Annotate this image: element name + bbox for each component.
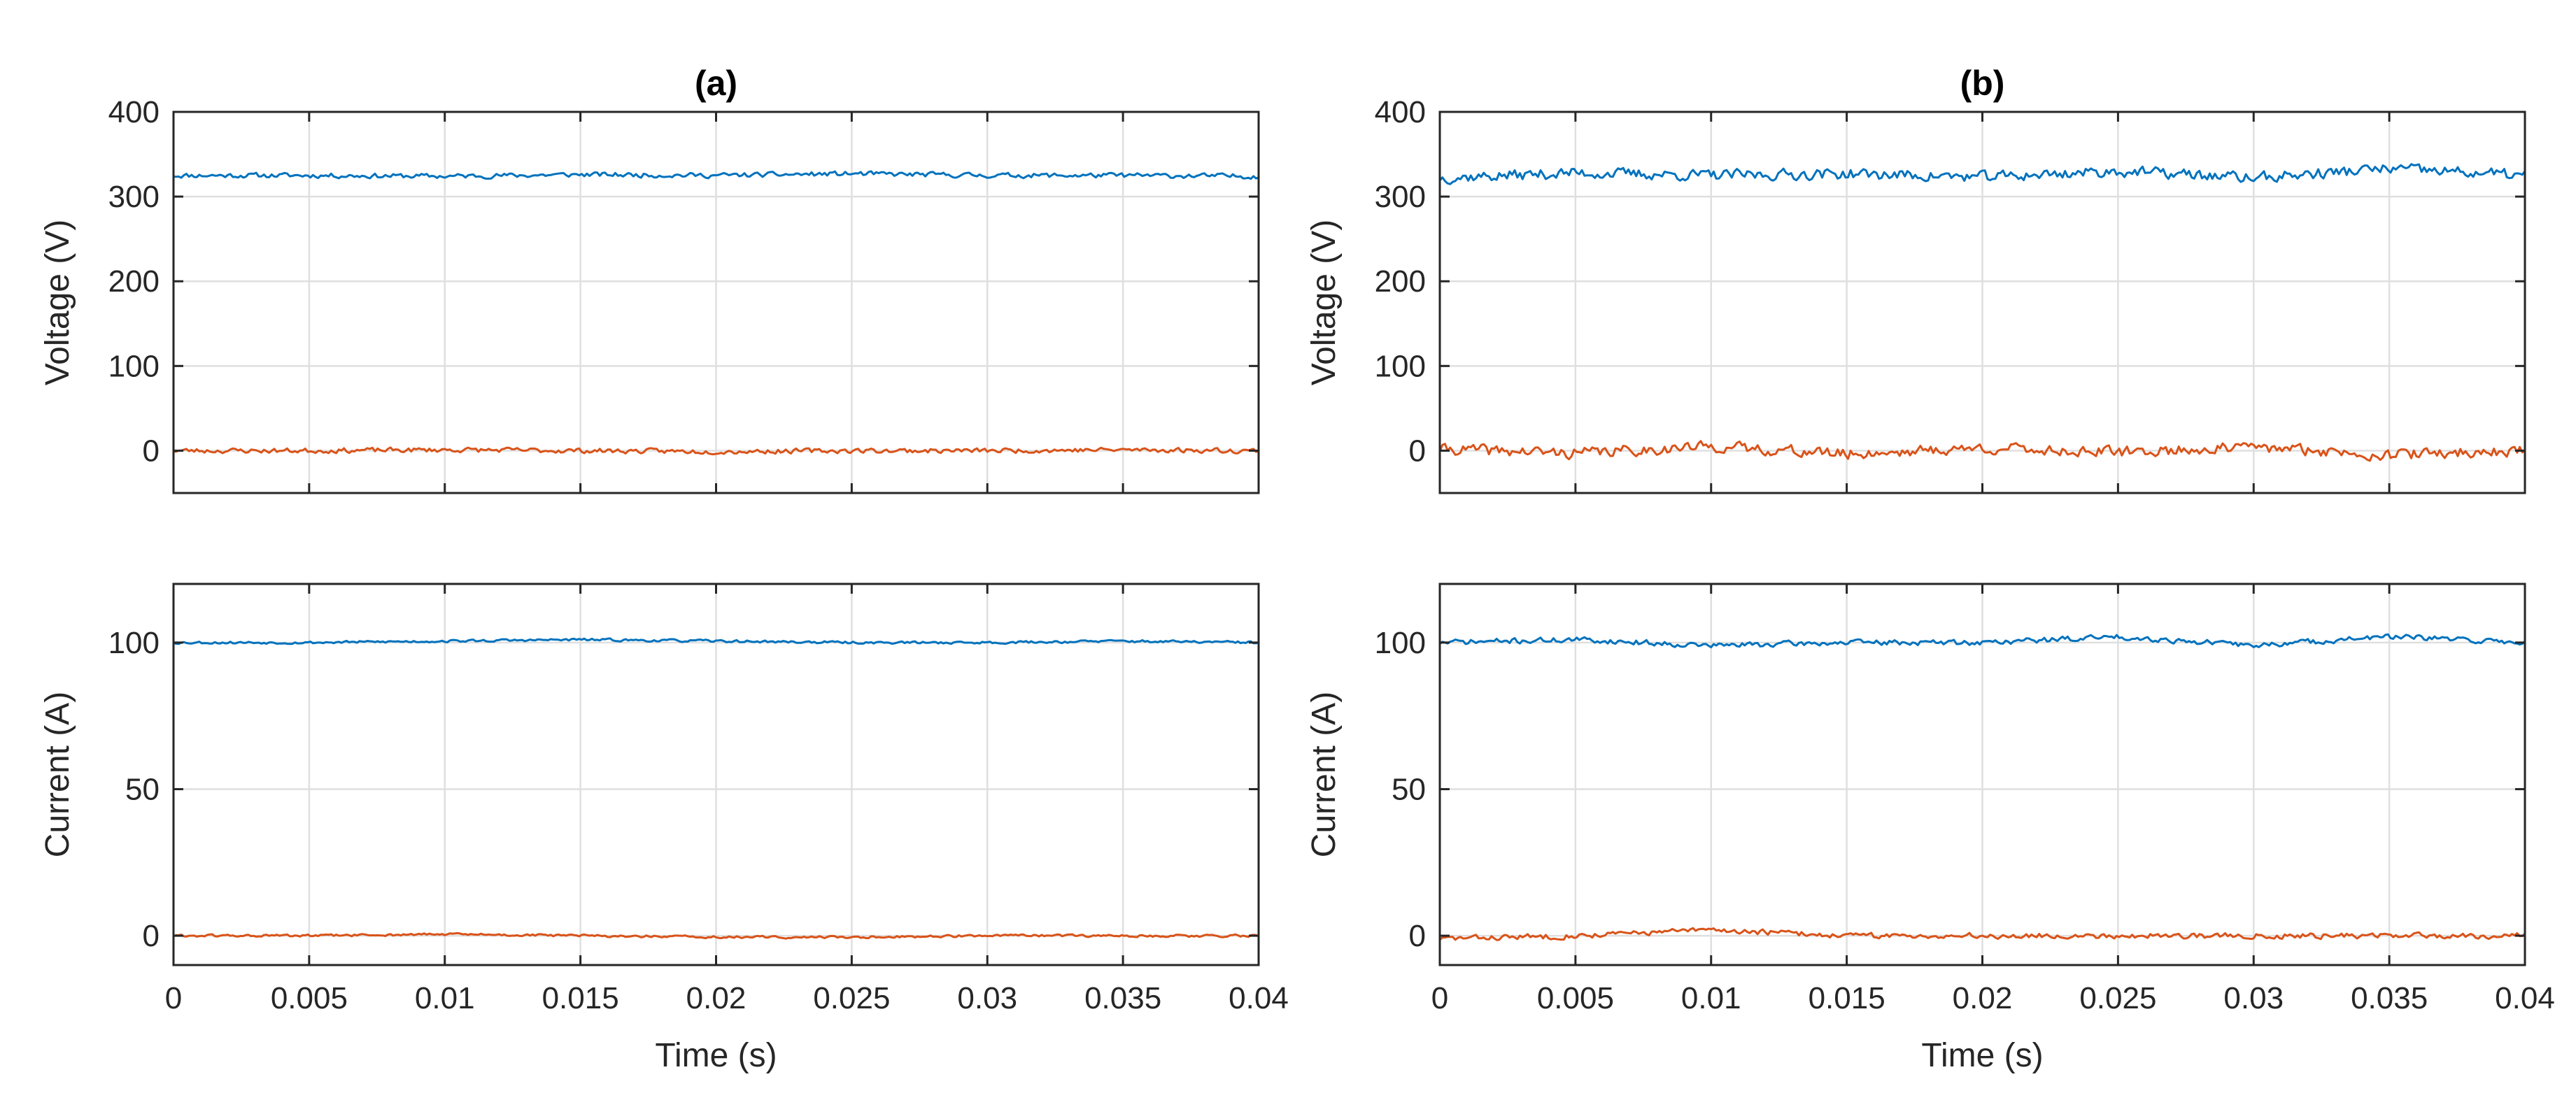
y-tick-label: 200	[108, 264, 160, 299]
series-line-1	[173, 637, 1259, 645]
x-tick-label: 0.005	[1537, 981, 1614, 1015]
x-tick-label: 0.03	[957, 981, 1017, 1015]
panel-b-current: 0 0.005 0.01 0.015 0.02 0.025 0.03 0.035 0.04 0 50…	[1305, 583, 2555, 1074]
y-axis-label: Voltage (V)	[39, 220, 76, 385]
y-tick-label: 50	[125, 772, 160, 806]
x-tick-label: 0	[165, 981, 182, 1015]
y-tick-label: 100	[108, 349, 160, 383]
x-tick-label: 0.04	[2495, 981, 2555, 1015]
y-axis-label: Voltage (V)	[1305, 220, 1343, 385]
panel-title: (a)	[695, 64, 737, 103]
y-tick-label: 300	[108, 180, 160, 214]
y-tick-label: 0	[1409, 919, 1426, 953]
panel-title: (b)	[1960, 64, 2005, 103]
x-tick-label: 0.025	[813, 981, 890, 1015]
x-tick-label: 0	[1431, 981, 1448, 1015]
x-tick-label: 0.005	[271, 981, 348, 1015]
panel-a-voltage: 0 100 200 300 400 (a) Voltage (V)	[39, 64, 1260, 494]
y-tick-label: 100	[1375, 626, 1426, 660]
y-axis-label: Current (A)	[1305, 692, 1343, 857]
x-tick-label: 0.035	[2351, 981, 2428, 1015]
x-axis-label: Time (s)	[1921, 1037, 2043, 1074]
x-tick-label: 0.035	[1084, 981, 1161, 1015]
y-tick-label: 300	[1375, 180, 1426, 214]
y-tick-label: 0	[143, 919, 160, 953]
y-tick-label: 400	[108, 95, 160, 129]
y-tick-label: 0	[1409, 434, 1426, 468]
x-axis-label: Time (s)	[655, 1037, 777, 1074]
series-line-2	[1438, 440, 2526, 462]
y-tick-label: 50	[1392, 772, 1426, 806]
y-tick-label: 400	[1375, 95, 1426, 129]
series-line-1	[1439, 633, 2526, 649]
y-axis-label: Current (A)	[39, 692, 76, 857]
x-tick-label: 0.025	[2079, 981, 2156, 1015]
x-tick-label: 0.02	[686, 981, 746, 1015]
x-tick-label: 0.04	[1229, 981, 1289, 1015]
y-tick-label: 200	[1375, 264, 1426, 299]
x-tick-label: 0.015	[1809, 981, 1885, 1015]
y-tick-label: 100	[108, 626, 160, 660]
x-tick-label: 0.01	[1681, 981, 1741, 1015]
panel-b-voltage: 0 100 200 300 400 (b) Voltage (V)	[1305, 64, 2526, 494]
series-line-1	[173, 170, 1259, 180]
x-tick-label: 0.03	[2223, 981, 2284, 1015]
series-line-1	[1438, 163, 2526, 185]
series-line-2	[173, 446, 1259, 456]
y-tick-label: 0	[143, 434, 160, 468]
x-tick-label: 0.02	[1953, 981, 2013, 1015]
series-line-2	[1439, 927, 2526, 941]
x-tick-label: 0.015	[542, 981, 619, 1015]
y-tick-label: 100	[1375, 349, 1426, 383]
series-line-2	[173, 931, 1259, 940]
panel-a-current: 0 0.005 0.01 0.015 0.02 0.025 0.03 0.035 0.04 0 50…	[39, 583, 1289, 1074]
x-tick-label: 0.01	[415, 981, 475, 1015]
